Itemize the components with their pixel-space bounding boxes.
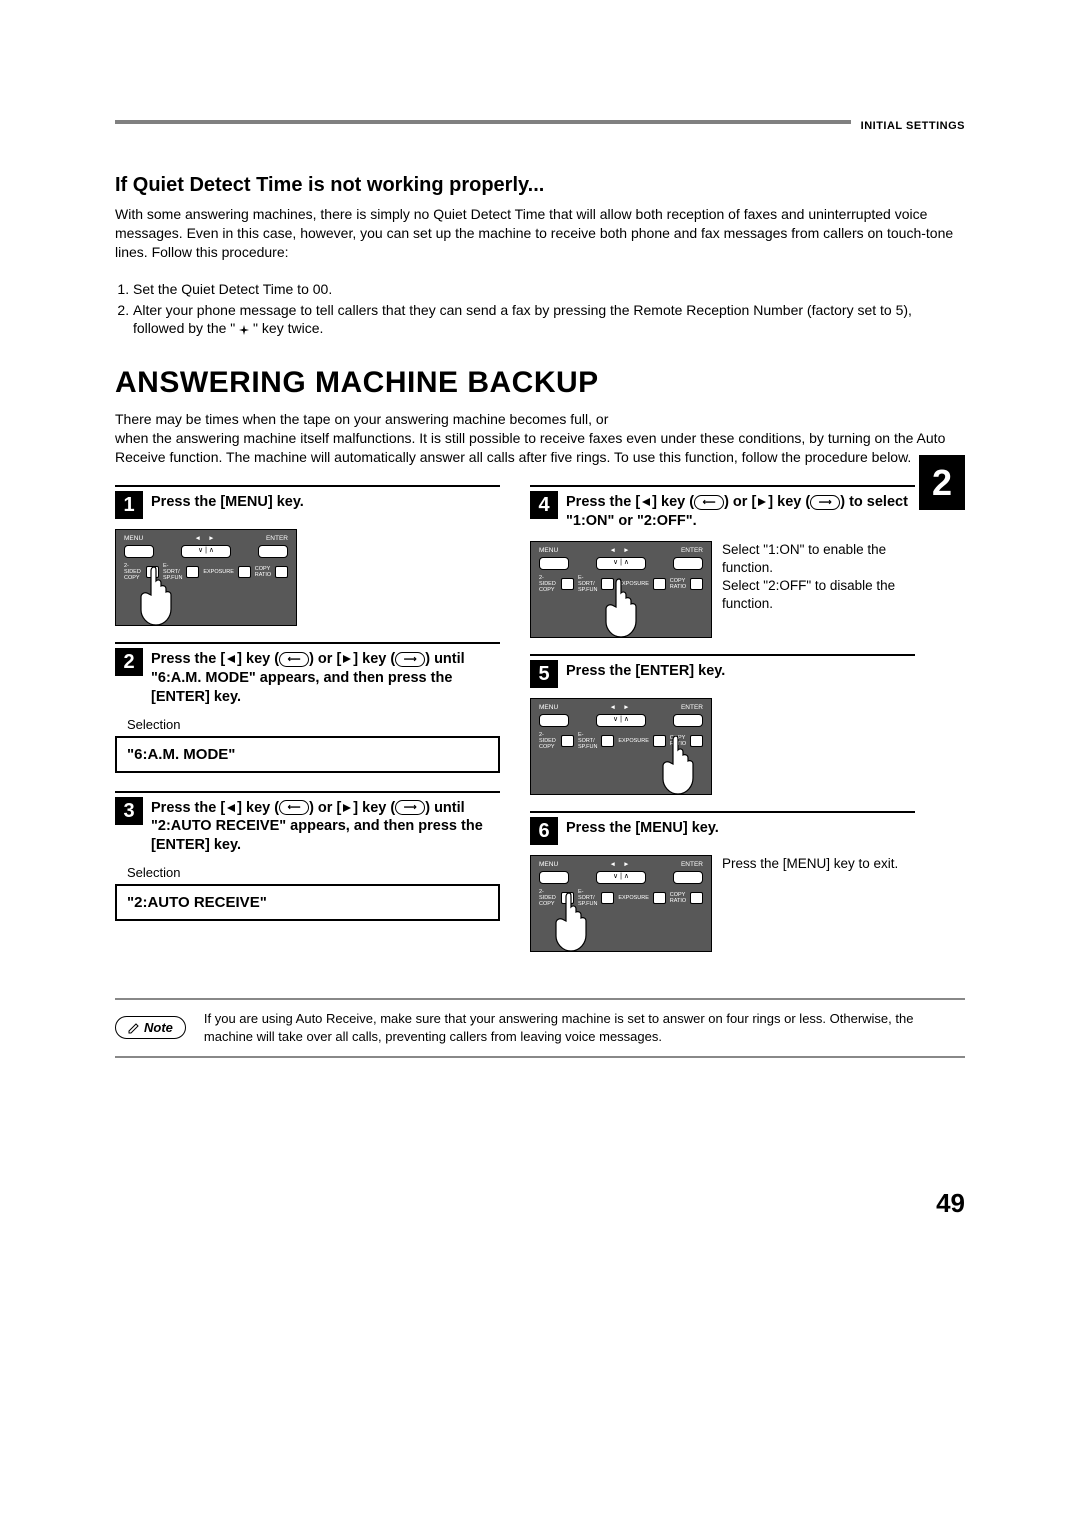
chapter-tab: 2: [919, 455, 965, 510]
step-2: 2 Press the [] key (⟵) or [] key (⟶) unt…: [115, 642, 500, 773]
step-title: Press the [] key (⟵) or [] key (⟶) until…: [151, 797, 500, 856]
selection-label: Selection: [127, 717, 500, 732]
list-item: Set the Quiet Detect Time to 00.: [133, 280, 965, 299]
right-column: 4 Press the [] key (⟵) or [] key (⟶) to …: [530, 485, 965, 968]
keypad-illustration: MENU◄ ►ENTER ∨ | ∧ 2-SIDEDCOPYE-SORT/SP.…: [530, 698, 710, 793]
pencil-icon: [128, 1022, 140, 1034]
step-side-text: Press the [MENU] key to exit.: [722, 855, 898, 873]
step-5: 5 Press the [ENTER] key. MENU◄ ►ENTER ∨ …: [530, 654, 915, 793]
step-side-text: Select "1:ON" to enable the function. Se…: [722, 541, 915, 614]
key-icon: ⟶: [395, 800, 425, 815]
header-rule: INITIAL SETTINGS: [115, 120, 965, 124]
key-icon: ⟶: [810, 495, 840, 510]
page-number: 49: [115, 1188, 965, 1219]
step-title: Press the [MENU] key.: [151, 491, 304, 512]
step-title: Press the [] key (⟵) or [] key (⟶) until…: [151, 648, 500, 707]
step-6: 6 Press the [MENU] key. MENU◄ ►ENTER ∨ |…: [530, 811, 915, 950]
right-arrow-icon: [756, 497, 768, 507]
step-title: Press the [MENU] key.: [566, 817, 719, 838]
quiet-steps-list: Set the Quiet Detect Time to 00. Alter y…: [115, 280, 965, 339]
step-number: 2: [115, 648, 143, 676]
selection-label: Selection: [127, 865, 500, 880]
keypad-illustration: MENU◄ ►ENTER ∨ | ∧ 2-SIDEDCOPYE-SORT/SP.…: [530, 541, 710, 636]
step-title: Press the [ENTER] key.: [566, 660, 725, 681]
step-number: 1: [115, 491, 143, 519]
keypad-illustration: MENU◄ ►ENTER ∨ | ∧ 2-SIDEDCOPYE-SORT/SP.…: [115, 529, 295, 624]
key-icon: ⟵: [694, 495, 724, 510]
note-badge: Note: [115, 1016, 186, 1039]
step-number: 5: [530, 660, 558, 688]
quiet-paragraph: With some answering machines, there is s…: [115, 205, 965, 262]
list-item: Alter your phone message to tell callers…: [133, 301, 965, 339]
key-icon: ⟶: [395, 652, 425, 667]
right-arrow-icon: [341, 654, 353, 664]
quiet-heading: If Quiet Detect Time is not working prop…: [115, 174, 965, 197]
step-4: 4 Press the [] key (⟵) or [] key (⟶) to …: [530, 485, 915, 636]
left-arrow-icon: [640, 497, 652, 507]
finger-icon: [134, 565, 178, 627]
right-arrow-icon: [341, 803, 353, 813]
main-title: ANSWERING MACHINE BACKUP: [115, 366, 965, 400]
step-3: 3 Press the [] key (⟵) or [] key (⟶) unt…: [115, 791, 500, 922]
note-block: Note If you are using Auto Receive, make…: [115, 998, 965, 1058]
display-readout: "2:AUTO RECEIVE": [115, 884, 500, 921]
key-icon: ⟵: [279, 800, 309, 815]
star-icon: [239, 325, 249, 335]
intro-line-1: There may be times when the tape on your…: [115, 410, 965, 429]
step-number: 4: [530, 491, 558, 519]
step-1: 1 Press the [MENU] key. MENU◄ ►ENTER ∨ |…: [115, 485, 500, 624]
left-column: 1 Press the [MENU] key. MENU◄ ►ENTER ∨ |…: [115, 485, 500, 939]
keypad-illustration: MENU◄ ►ENTER ∨ | ∧ 2-SIDEDCOPYE-SORT/SP.…: [530, 855, 710, 950]
section-header: INITIAL SETTINGS: [851, 120, 965, 132]
finger-icon: [549, 891, 593, 953]
finger-icon: [656, 734, 700, 796]
step-title: Press the [] key (⟵) or [] key (⟶) to se…: [566, 491, 915, 531]
intro-line-2: when the answering machine itself malfun…: [115, 429, 965, 467]
left-arrow-icon: [225, 654, 237, 664]
step-number: 3: [115, 797, 143, 825]
finger-icon: [599, 577, 643, 639]
display-readout: "6:A.M. MODE": [115, 736, 500, 773]
left-arrow-icon: [225, 803, 237, 813]
key-icon: ⟵: [279, 652, 309, 667]
note-text: If you are using Auto Receive, make sure…: [204, 1010, 965, 1046]
step-number: 6: [530, 817, 558, 845]
